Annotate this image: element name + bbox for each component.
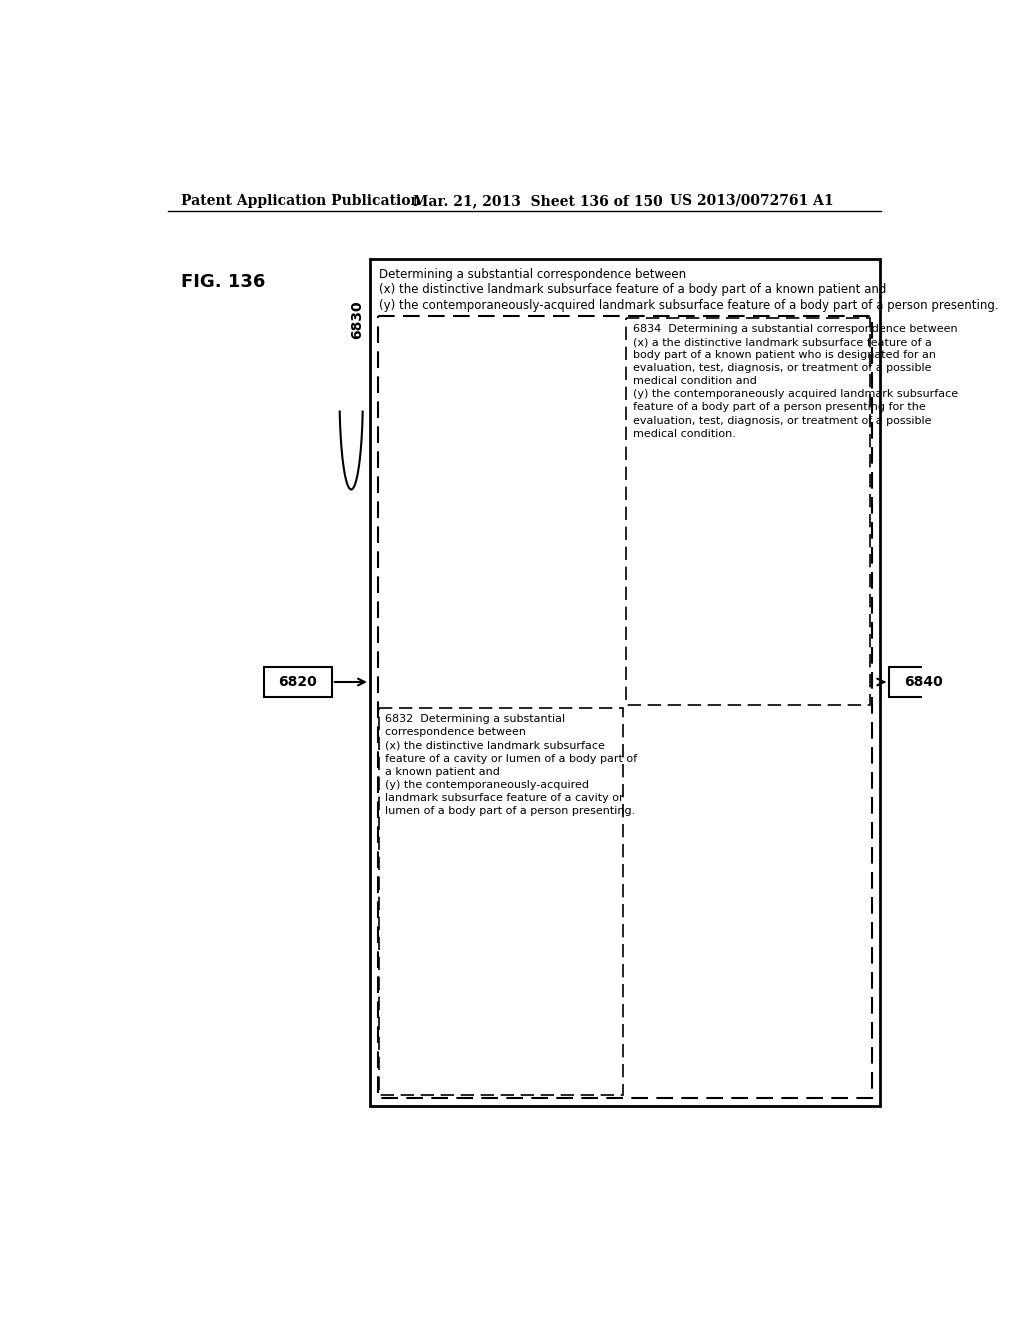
Text: (y) the contemporaneously-acquired landmark subsurface feature of a body part of: (y) the contemporaneously-acquired landm… (379, 298, 998, 312)
Text: body part of a known patient who is designated for an: body part of a known patient who is desi… (633, 350, 936, 360)
Text: evaluation, test, diagnosis, or treatment of a possible: evaluation, test, diagnosis, or treatmen… (633, 363, 931, 374)
Bar (627, 318, 870, 705)
Text: feature of a body part of a person presenting for the: feature of a body part of a person prese… (633, 403, 926, 412)
Text: (y) the contemporaneously-acquired: (y) the contemporaneously-acquired (385, 780, 589, 789)
Text: correspondence between: correspondence between (385, 727, 526, 738)
Text: landmark subsurface feature of a cavity or: landmark subsurface feature of a cavity … (385, 793, 624, 803)
Text: (x) a the distinctive landmark subsurface feature of a: (x) a the distinctive landmark subsurfac… (633, 337, 932, 347)
Text: medical condition.: medical condition. (633, 429, 735, 438)
Text: (y) the contemporaneously acquired landmark subsurface: (y) the contemporaneously acquired landm… (633, 389, 957, 400)
Text: evaluation, test, diagnosis, or treatment of a possible: evaluation, test, diagnosis, or treatmen… (633, 416, 931, 425)
Text: 6840: 6840 (904, 675, 942, 689)
Text: 6820: 6820 (279, 675, 317, 689)
Text: 6832  Determining a substantial: 6832 Determining a substantial (385, 714, 565, 725)
Text: FIG. 136: FIG. 136 (180, 273, 265, 290)
Text: medical condition and: medical condition and (633, 376, 757, 387)
Bar (370, 259, 880, 1105)
Text: 6834  Determining a substantial correspondence between: 6834 Determining a substantial correspon… (633, 323, 957, 334)
Text: lumen of a body part of a person presenting.: lumen of a body part of a person present… (385, 807, 636, 816)
Bar (378, 317, 872, 1098)
Text: Determining a substantial correspondence between: Determining a substantial correspondence… (379, 268, 686, 281)
Bar (379, 708, 624, 1096)
Text: Mar. 21, 2013  Sheet 136 of 150: Mar. 21, 2013 Sheet 136 of 150 (414, 194, 663, 207)
Text: (x) the distinctive landmark subsurface feature of a body part of a known patien: (x) the distinctive landmark subsurface … (379, 284, 887, 296)
Text: (x) the distinctive landmark subsurface: (x) the distinctive landmark subsurface (385, 741, 605, 751)
Text: Patent Application Publication: Patent Application Publication (180, 194, 420, 207)
Text: 6830: 6830 (350, 301, 365, 339)
Bar (889, 667, 957, 697)
Bar (263, 667, 332, 697)
Text: US 2013/0072761 A1: US 2013/0072761 A1 (671, 194, 835, 207)
Text: feature of a cavity or lumen of a body part of: feature of a cavity or lumen of a body p… (385, 754, 637, 763)
Text: a known patient and: a known patient and (385, 767, 500, 776)
